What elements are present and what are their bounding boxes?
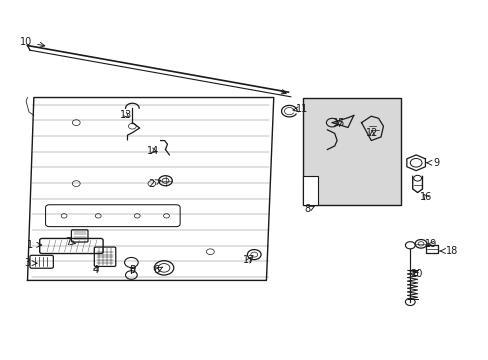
Text: 15: 15 bbox=[333, 118, 345, 128]
Text: 8: 8 bbox=[304, 204, 314, 215]
Text: 1: 1 bbox=[27, 239, 41, 249]
Text: 7: 7 bbox=[65, 237, 75, 247]
Polygon shape bbox=[303, 98, 400, 205]
Polygon shape bbox=[303, 176, 317, 205]
Text: 10: 10 bbox=[20, 37, 45, 47]
Text: 13: 13 bbox=[120, 111, 132, 121]
Text: 19: 19 bbox=[424, 239, 436, 249]
Text: 17: 17 bbox=[243, 255, 255, 265]
Text: 9: 9 bbox=[426, 158, 438, 168]
Text: 5: 5 bbox=[129, 265, 135, 275]
Text: 20: 20 bbox=[409, 269, 422, 279]
Text: 4: 4 bbox=[93, 265, 99, 275]
Text: 14: 14 bbox=[146, 145, 159, 156]
Text: 18: 18 bbox=[439, 246, 457, 256]
Text: 6: 6 bbox=[153, 265, 163, 275]
Text: 3: 3 bbox=[24, 258, 37, 268]
Text: 16: 16 bbox=[419, 192, 431, 202]
Text: 2: 2 bbox=[148, 179, 161, 189]
Text: 12: 12 bbox=[366, 129, 378, 138]
Text: 11: 11 bbox=[292, 104, 307, 114]
